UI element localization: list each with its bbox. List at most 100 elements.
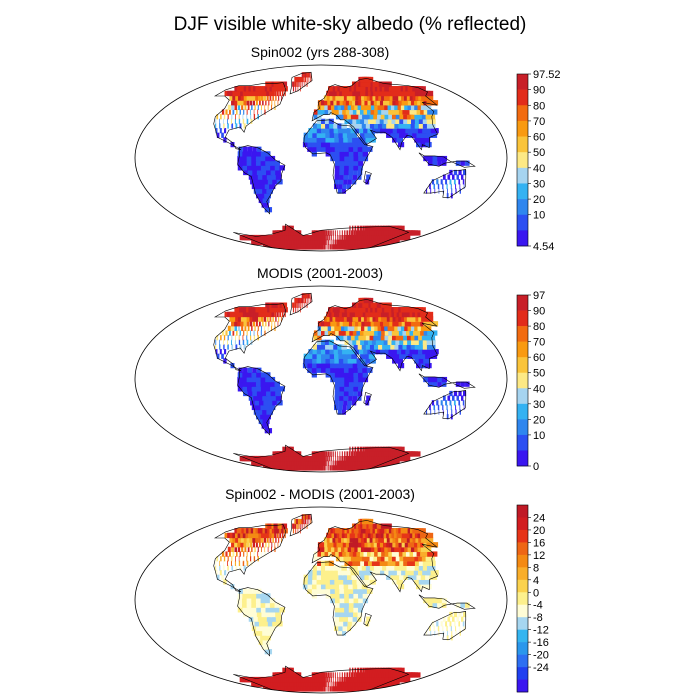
grid-cell [423, 137, 431, 143]
grid-cell [261, 546, 262, 553]
grid-cell [239, 123, 242, 129]
grid-cell [352, 579, 358, 585]
grid-cell [316, 146, 322, 152]
grid-cell [257, 630, 265, 636]
grid-cell [330, 141, 336, 148]
grid-cell [399, 574, 406, 580]
grid-cell [426, 188, 428, 194]
grid-cell [277, 321, 279, 327]
grid-cell [347, 676, 351, 683]
grid-cell [304, 514, 307, 520]
grid-cell [256, 404, 263, 411]
grid-cell [427, 155, 434, 162]
grid-cell [232, 537, 238, 543]
grid-cell [357, 225, 360, 231]
grid-cell [327, 325, 333, 332]
grid-cell [261, 311, 265, 318]
grid-cell [357, 123, 364, 129]
grid-cell [334, 362, 340, 369]
grid-cell [257, 174, 264, 180]
grid-cell [342, 188, 346, 194]
grid-cell [285, 528, 288, 534]
grid-cell [260, 193, 268, 199]
grid-cell [271, 311, 275, 318]
grid-cell [368, 353, 375, 359]
grid-cell [250, 551, 251, 557]
grid-cell [399, 353, 406, 359]
grid-cell [242, 560, 245, 566]
coastline [423, 390, 467, 419]
grid-cell [456, 395, 459, 401]
grid-cell [400, 234, 411, 241]
grid-cell [434, 409, 436, 415]
grid-cell [446, 414, 449, 420]
grid-cell [332, 451, 334, 457]
grid-cell [315, 460, 319, 466]
grid-cell [258, 321, 261, 327]
grid-cell [348, 362, 354, 369]
grid-cell [287, 225, 294, 231]
grid-cell [322, 460, 325, 466]
grid-cell [256, 607, 263, 613]
grid-cell [256, 372, 262, 378]
grid-cell [323, 672, 326, 678]
grid-cell [355, 234, 360, 241]
grid-cell [447, 630, 448, 636]
grid-cell [343, 588, 350, 594]
grid-cell [330, 321, 335, 327]
grid-cell [268, 532, 272, 539]
grid-cell [314, 681, 318, 687]
grid-cell [357, 667, 360, 673]
grid-cell [449, 400, 452, 406]
grid-cell [317, 239, 321, 245]
grid-cell [337, 104, 343, 111]
grid-cell [423, 597, 429, 604]
grid-cell [456, 174, 459, 180]
grid-cell [465, 381, 470, 387]
grid-cell [252, 390, 259, 397]
grid-cell [389, 239, 400, 245]
grid-cell [310, 676, 315, 683]
grid-cell [312, 123, 318, 129]
grid-cell [353, 672, 356, 678]
grid-cell [260, 183, 267, 190]
grid-cell [265, 386, 272, 392]
colorbar-swatch [517, 505, 528, 518]
grid-cell [321, 239, 324, 245]
grid-cell [260, 602, 267, 608]
grid-cell [220, 114, 222, 120]
grid-cell [308, 76, 310, 83]
grid-cell [341, 316, 347, 322]
colorbar-swatch [517, 89, 528, 106]
grid-cell [325, 574, 331, 580]
grid-cell [431, 179, 435, 185]
grid-cell [326, 681, 328, 687]
grid-cell [373, 565, 381, 571]
grid-cell [296, 297, 299, 304]
grid-cell [325, 362, 331, 369]
grid-cell [294, 76, 298, 83]
grid-cell [244, 546, 247, 553]
grid-cell [356, 551, 363, 557]
grid-cell [310, 76, 312, 83]
grid-cell [318, 676, 322, 683]
grid-cell [250, 311, 256, 318]
grid-cell [263, 311, 267, 318]
grid-cell [270, 390, 277, 397]
grid-cell [231, 104, 234, 111]
grid-cell [329, 123, 335, 129]
grid-cell [234, 325, 238, 332]
grid-cell [365, 137, 372, 143]
grid-cell [328, 532, 334, 539]
grid-cell [396, 137, 404, 143]
grid-cell [351, 225, 354, 231]
grid-cell [375, 570, 383, 576]
grid-cell [348, 367, 354, 373]
grid-cell [246, 597, 252, 604]
grid-cell [341, 230, 343, 236]
grid-cell [447, 188, 448, 194]
grid-cell [312, 234, 317, 241]
grid-cell [352, 551, 359, 557]
grid-cell [458, 621, 461, 627]
